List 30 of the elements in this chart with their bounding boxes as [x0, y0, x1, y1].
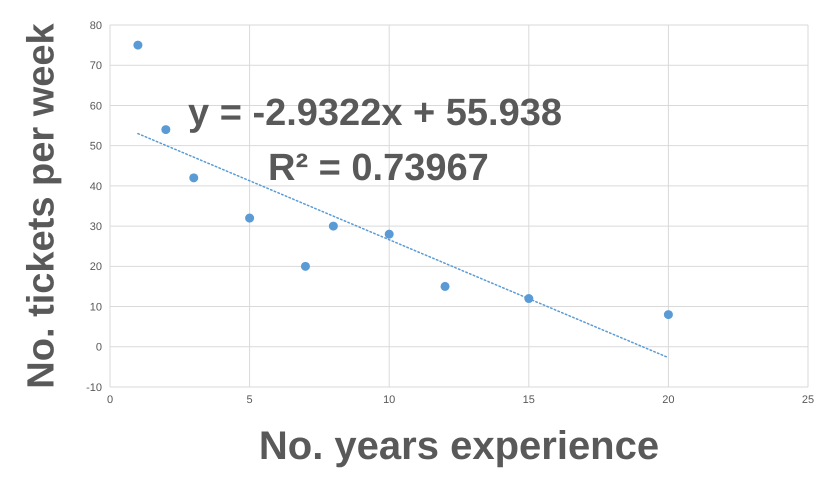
x-tick-label: 5 — [246, 394, 253, 406]
point — [245, 214, 254, 223]
point — [664, 310, 673, 320]
x-tick-label: 10 — [383, 394, 396, 406]
y-tick-label: 70 — [90, 60, 102, 72]
point — [300, 262, 310, 271]
annotation: R² = 0.73967 — [268, 147, 489, 189]
point — [328, 222, 338, 231]
y-tick-label: 80 — [90, 20, 102, 32]
y-tick-label: 10 — [90, 301, 102, 314]
point — [161, 125, 170, 134]
x-tick-label: 20 — [662, 394, 675, 406]
x-tick-label: 15 — [522, 394, 535, 406]
point — [440, 282, 450, 291]
point — [189, 173, 198, 182]
x-tick-label: 0 — [106, 394, 114, 406]
y-tick-label: 30 — [90, 221, 102, 234]
x-axis-title: No. years experience — [258, 424, 660, 468]
y-tick-label: 50 — [90, 140, 102, 153]
annotation: y = -2.9322x + 55.938 — [188, 92, 562, 134]
point — [524, 294, 534, 304]
y-tick-label: 20 — [90, 261, 102, 274]
y-tick-label: 60 — [90, 100, 102, 112]
point — [384, 230, 394, 239]
point — [133, 40, 142, 50]
x-tick-label: 25 — [802, 394, 814, 406]
y-tick-label: 40 — [90, 180, 102, 193]
y-tick-label: -10 — [86, 382, 102, 394]
y-tick-label: 0 — [96, 342, 102, 354]
y-axis-title: No. tickets per week — [20, 22, 62, 389]
